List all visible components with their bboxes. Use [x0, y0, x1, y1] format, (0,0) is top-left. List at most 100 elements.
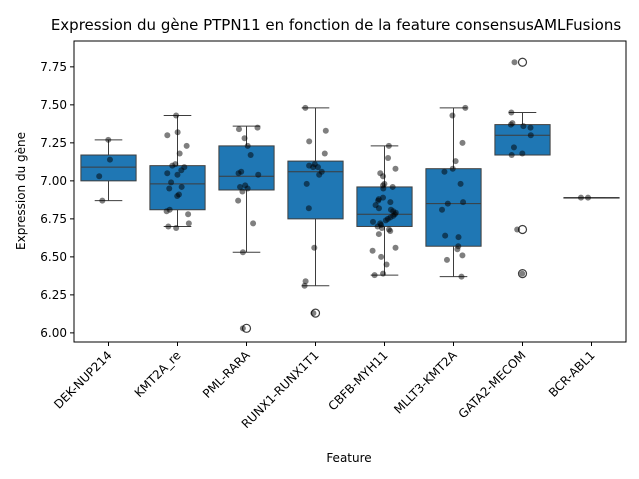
data-point: [176, 150, 183, 157]
data-point: [457, 180, 464, 187]
data-point: [527, 124, 534, 131]
data-point: [442, 232, 449, 239]
data-point: [174, 129, 181, 136]
data-point: [371, 272, 378, 279]
data-point: [302, 104, 309, 111]
points-CBFB-MYH11: [369, 142, 399, 279]
data-point: [441, 168, 448, 175]
data-point: [387, 228, 394, 235]
data-point: [508, 152, 515, 159]
x-tick-label: MLLT3-KMT2A: [391, 348, 460, 417]
data-point: [380, 173, 387, 180]
outlier-marker: [517, 268, 528, 279]
data-point: [449, 165, 456, 172]
data-point: [178, 183, 185, 190]
data-point: [106, 156, 113, 163]
data-point: [96, 173, 103, 180]
box-iqr: [287, 160, 344, 220]
data-point: [314, 164, 321, 171]
box-BCR-ABL1: [563, 197, 620, 199]
outlier-marker: [517, 57, 528, 67]
chart-title: Expression du gène PTPN11 en fonction de…: [51, 16, 622, 34]
data-point: [168, 179, 175, 186]
data-point: [235, 126, 242, 133]
data-point: [306, 138, 313, 145]
data-point: [375, 197, 382, 204]
plot-area: [73, 40, 627, 343]
data-point: [378, 253, 385, 260]
data-point: [519, 150, 526, 157]
data-point: [241, 135, 248, 142]
data-point: [174, 171, 181, 178]
data-point: [164, 170, 171, 177]
points-DEK-NUP214: [96, 136, 113, 204]
y-tick-label: 6.50: [40, 250, 67, 264]
data-point: [174, 193, 181, 200]
data-point: [514, 226, 521, 233]
data-point: [382, 217, 389, 224]
x-tick-label: DEK-NUP214: [51, 348, 114, 411]
data-point: [459, 252, 466, 259]
points-PML-RARA: [235, 124, 262, 332]
data-point: [392, 165, 399, 172]
data-point: [239, 325, 246, 332]
box-PML-RARA: [218, 125, 275, 333]
data-point: [454, 246, 461, 253]
data-point: [375, 205, 382, 212]
data-point: [303, 180, 310, 187]
data-point: [458, 273, 465, 280]
data-point: [239, 249, 246, 256]
data-point: [173, 224, 180, 231]
data-point: [302, 278, 309, 285]
data-point: [389, 183, 396, 190]
y-tick-label: 6.00: [40, 326, 67, 340]
data-point: [507, 121, 514, 128]
data-point: [164, 132, 171, 139]
data-point: [183, 142, 190, 149]
y-tick-label: 7.00: [40, 174, 67, 188]
box-CBFB-MYH11: [356, 145, 413, 276]
data-point: [585, 194, 592, 201]
data-point: [380, 185, 387, 192]
data-point: [443, 256, 450, 263]
box-RUNX1-RUNX1T1: [287, 107, 344, 318]
x-tick-label: KMT2A_re: [132, 348, 184, 400]
data-point: [105, 136, 112, 143]
box-iqr: [425, 168, 482, 247]
y-tick-label: 6.25: [40, 288, 67, 302]
data-point: [99, 197, 106, 204]
data-point: [311, 244, 318, 251]
x-tick-label: RUNX1-RUNX1T1: [239, 348, 322, 431]
x-tick-label: BCR-ABL1: [546, 348, 598, 400]
data-point: [508, 109, 515, 116]
data-point: [235, 197, 242, 204]
data-point: [439, 206, 446, 213]
data-point: [235, 170, 242, 177]
points-MLLT3-KMT2A: [439, 104, 469, 280]
data-point: [185, 220, 192, 227]
data-point: [459, 139, 466, 146]
data-point: [166, 185, 173, 192]
box-iqr: [218, 145, 275, 191]
y-tick-label: 7.50: [40, 98, 67, 112]
data-point: [254, 124, 261, 131]
x-axis-label: Feature: [326, 451, 371, 465]
x-tick-label: GATA2-MECOM: [456, 348, 529, 421]
data-point: [244, 142, 251, 149]
data-point: [527, 132, 534, 139]
data-point: [510, 144, 517, 151]
data-point: [173, 112, 180, 119]
box-MLLT3-KMT2A: [425, 107, 482, 278]
y-axis-label: Expression du gène: [14, 132, 28, 250]
data-point: [247, 152, 254, 159]
data-point: [316, 171, 323, 178]
data-point: [387, 199, 394, 206]
x-tick-label: CBFB-MYH11: [326, 348, 391, 413]
data-point: [370, 218, 377, 225]
data-point: [385, 142, 392, 149]
box-iqr: [494, 124, 551, 156]
data-point: [375, 231, 382, 238]
data-point: [462, 104, 469, 111]
